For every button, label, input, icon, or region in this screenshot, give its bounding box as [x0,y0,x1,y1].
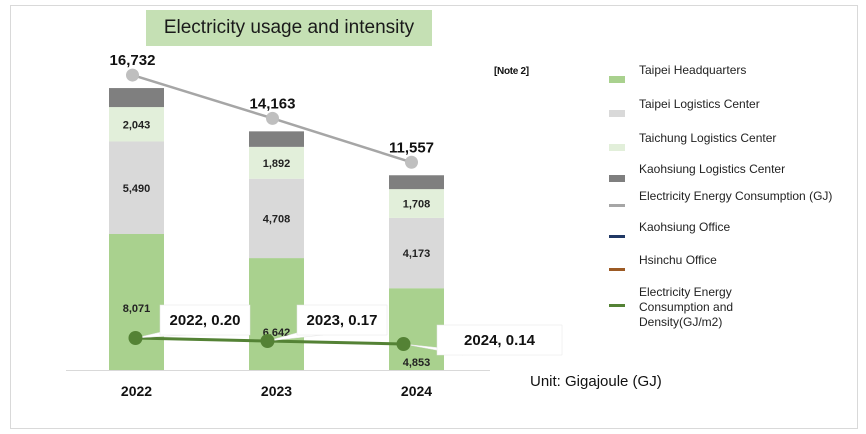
data-label-taipei-logistics: 5,490 [123,183,151,195]
density-callout-box [436,324,563,356]
bar-segment-kaohsiung-logistics [249,131,304,147]
legend-swatch-box-icon [609,175,625,182]
total-consumption-label: 14,163 [250,95,296,112]
bar-segment-taipei-hq [249,258,304,370]
bar-segment-kaohsiung-logistics [389,175,444,190]
bar-segment-kaohsiung-logistics [109,88,164,108]
legend-swatch-line-icon [609,268,625,271]
density-callout-box [296,304,388,336]
legend-swatch-line-icon [609,235,625,238]
data-label-taipei-logistics: 4,173 [403,248,431,260]
total-consumption-point [266,111,279,125]
density-label: 2024, 0.14 [464,332,536,349]
data-label-taichung-logistics: 2,043 [123,119,151,131]
legend-swatch-line-icon [609,304,625,307]
total-consumption-point [405,155,418,169]
legend-swatch-box-icon [609,76,625,83]
legend-label: Taipei Logistics Center [639,97,760,111]
legend-label: Electricity Energy Consumption (GJ) [639,189,833,203]
legend-label: Kaohsiung Office [639,220,731,234]
bar-segment-taipei-hq [109,234,164,370]
bar-segment-taipei-logistics [109,141,164,235]
chart-title: Electricity usage and intensity [146,10,432,46]
unit-label: Unit: Gigajoule (GJ) [530,373,662,390]
legend-swatch-box-icon [609,144,625,151]
density-callout-box [159,304,251,336]
data-label-taipei-logistics: 4,708 [263,213,291,225]
data-label-taipei-hq: 8,071 [123,303,151,315]
density-label: 2022, 0.20 [170,312,241,329]
x-tick-label: 2023 [261,383,292,399]
legend-swatch-line-icon [609,204,625,207]
density-point [396,337,411,351]
data-label-taichung-logistics: 1,708 [403,199,431,211]
legend-label: Hsinchu Office [639,253,717,267]
total-consumption-label: 11,557 [389,139,434,156]
legend-swatch-box-icon [609,110,625,117]
density-point [128,331,143,345]
total-consumption-label: 16,732 [110,52,156,69]
density-point [260,334,275,348]
bar-segment-taipei-logistics [389,217,444,289]
density-label: 2023, 0.17 [307,312,378,329]
bar-segment-taichung-logistics [109,107,164,142]
bar-segment-taichung-logistics [249,146,304,179]
legend-label: Taichung Logistics Center [639,131,777,145]
bar-segment-taichung-logistics [389,189,444,218]
bar-segment-taipei-hq [389,288,444,370]
data-label-taipei-hq: 4,853 [403,357,431,369]
bar-segment-taipei-logistics [249,178,304,259]
data-label-taichung-logistics: 1,892 [263,158,291,170]
legend-label: Electricity Energy Consumption and Densi… [639,285,734,329]
legend-label: Kaohsiung Logistics Center [639,162,786,176]
note-label: [Note 2] [494,66,529,77]
x-tick-label: 2024 [401,383,432,399]
legend-label: Taipei Headquarters [639,63,747,77]
x-tick-label: 2022 [121,383,152,399]
total-consumption-point [126,68,139,82]
